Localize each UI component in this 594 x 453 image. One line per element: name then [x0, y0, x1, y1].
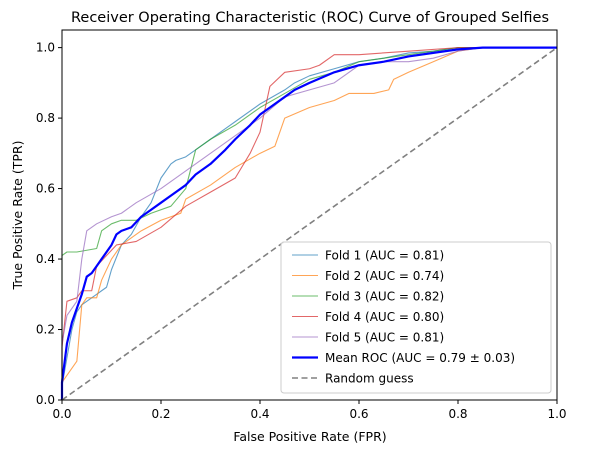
legend-label-4: Fold 4 (AUC = 0.80)	[325, 310, 444, 324]
y-tick-label: 0.2	[36, 323, 55, 337]
legend-label-3: Fold 3 (AUC = 0.82)	[325, 290, 444, 304]
x-axis-label: False Positive Rate (FPR)	[233, 429, 386, 444]
x-ticks: 0.0 0.2 0.4 0.6 0.8 1.0	[52, 400, 567, 421]
y-tick-label: 0.4	[36, 252, 55, 266]
legend-label-5: Fold 5 (AUC = 0.81)	[325, 331, 444, 345]
y-tick-label: 1.0	[36, 41, 55, 55]
legend-label-2: Fold 2 (AUC = 0.74)	[325, 269, 444, 283]
x-tick-label: 0.4	[250, 407, 269, 421]
x-tick-label: 0.8	[448, 407, 467, 421]
series-line-1	[61, 47, 557, 400]
series-line-5	[61, 47, 557, 400]
x-tick-label: 0.2	[151, 407, 170, 421]
plot-area: 0.0 0.2 0.4 0.6 0.8 1.0 0.0 0.2 0.4 0.6 0.8 1.0	[36, 29, 567, 421]
series-line-6	[60, 46, 557, 400]
legend-label-1: Fold 1 (AUC = 0.81)	[325, 249, 444, 263]
x-tick-label: 0.6	[349, 407, 368, 421]
legend: Fold 1 (AUC = 0.81) Fold 2 (AUC = 0.74) Fo…	[280, 241, 552, 394]
series-line-3	[61, 47, 557, 400]
series-layer	[60, 46, 558, 401]
legend-label-7: Random guess	[325, 372, 414, 386]
legend-box	[280, 241, 552, 394]
series-line-2	[61, 47, 557, 400]
y-tick-label: 0.6	[36, 182, 55, 196]
x-tick-label: 0.0	[52, 407, 71, 421]
axes-frame	[61, 29, 558, 401]
y-tick-label: 0.8	[36, 111, 55, 125]
series-line-7	[61, 46, 558, 401]
legend-label-6: Mean ROC (AUC = 0.79 ± 0.03)	[325, 351, 515, 365]
x-tick-label: 1.0	[547, 407, 566, 421]
chart-title: Receiver Operating Characteristic (ROC) …	[71, 10, 549, 26]
y-ticks: 0.0 0.2 0.4 0.6 0.8 1.0	[36, 41, 62, 407]
y-tick-label: 0.0	[36, 393, 55, 407]
y-axis-label: True Positive Rate (TPR)	[10, 141, 25, 291]
